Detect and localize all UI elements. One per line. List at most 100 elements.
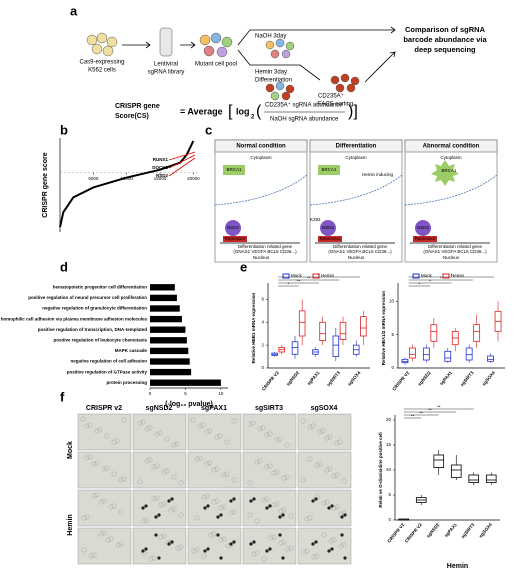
label: CD235A⁺ sgRNA abundance — [265, 102, 343, 109]
bracket: )] — [348, 103, 358, 120]
micrograph — [132, 413, 187, 451]
stained-cell — [154, 515, 158, 519]
panel-label: a — [70, 3, 78, 18]
bar — [150, 294, 177, 302]
cell — [101, 498, 107, 504]
cell — [194, 456, 200, 462]
x-tick-label: sgNSD2 — [285, 370, 300, 387]
cell — [320, 428, 326, 434]
x-tick-label: 15000 — [154, 176, 167, 181]
cell — [214, 466, 220, 472]
cell — [168, 507, 174, 513]
cell — [164, 468, 170, 474]
label: (GNAS1 VEGFA BCL6 CD36...) — [233, 249, 297, 254]
legend-swatch — [312, 273, 320, 279]
label: FACS sorting — [318, 102, 353, 108]
cell — [331, 473, 337, 479]
cell — [98, 531, 104, 537]
stained-cell — [343, 513, 347, 517]
label: BRCA1 — [441, 168, 457, 173]
cell — [218, 537, 224, 543]
column-header: sgNSD2 — [146, 405, 173, 412]
cell — [264, 432, 270, 438]
legend-label: Hemin — [321, 273, 335, 278]
gene-pointer — [168, 157, 196, 177]
gene-label: DOCK1 — [152, 165, 168, 170]
cell — [178, 480, 184, 486]
stained-cell — [268, 547, 272, 551]
cell — [278, 508, 284, 514]
stained-cell — [343, 556, 347, 560]
stained-cell — [157, 556, 161, 560]
y-axis-label: Relati ve O-dianisidine positive cell — [378, 432, 383, 507]
cell — [214, 498, 220, 504]
stained-cell — [314, 540, 318, 544]
stained-cell — [311, 542, 315, 546]
legend-label: Mock — [421, 273, 433, 278]
stained-cell — [170, 497, 174, 501]
panel-f-images: CRISPR v2 sgNSD2 sgPAX1 sgSIRT3 sgSOX4 Mock He… — [67, 405, 352, 565]
label: K292 — [310, 217, 321, 222]
cell — [201, 553, 207, 559]
label: Mutant cell pool — [195, 62, 237, 68]
sig-label: * — [318, 273, 320, 278]
cell — [194, 515, 200, 521]
cell — [178, 544, 184, 550]
cell — [327, 466, 333, 472]
cell — [281, 539, 287, 545]
cell — [301, 549, 307, 555]
brca1 — [223, 165, 245, 175]
stained-cell — [265, 506, 269, 510]
x-tick-label: CRISPR V2 — [391, 370, 410, 392]
x-axis-label: (-log₁₀ pvalue) — [165, 401, 213, 408]
panel-c: Normal condition Cytoplasm Nucleus BRCA1 NSD… — [214, 139, 498, 263]
x-tick-label: sgSOX4 — [481, 370, 496, 387]
stained-cell — [249, 542, 253, 546]
label: Differentiation related gene — [238, 244, 292, 249]
label: NaOH sgRNA abundance — [270, 117, 339, 123]
cell — [171, 506, 177, 512]
category-label: negative regulation of cell adhesion — [70, 359, 147, 364]
label: NaOH 3day — [255, 34, 286, 40]
label: Differentiation related gene — [428, 244, 482, 249]
stained-cell — [330, 547, 334, 551]
nucleus — [309, 174, 403, 206]
panel-label: b — [60, 122, 68, 137]
stained-cell — [327, 506, 331, 510]
cell — [314, 553, 320, 559]
label: BRCA1 — [321, 167, 337, 172]
panel-a-text: Cas9-expressing K562 cells Lentiviral sg… — [79, 25, 487, 123]
y-tick-label: 15 — [386, 442, 392, 447]
category-label: MAPK cascade — [115, 348, 148, 353]
box — [444, 350, 452, 362]
micrograph — [242, 527, 297, 565]
cell — [204, 461, 210, 467]
stained-cell — [311, 499, 315, 503]
stained-cell — [141, 549, 145, 553]
cell — [147, 425, 153, 431]
stained-cell — [314, 497, 318, 501]
cell — [98, 499, 104, 505]
stained-cell — [340, 515, 344, 519]
cell — [164, 436, 170, 442]
charts: 5000 10 0 0 0 15000 20000 CRISPR gene score RUNX… — [1, 138, 505, 570]
label: log — [236, 106, 250, 116]
cell — [190, 417, 196, 423]
cell — [337, 439, 343, 445]
cell — [171, 474, 177, 480]
label: NSD2 — [322, 225, 335, 230]
bar — [150, 337, 187, 344]
y-tick-label: 10 — [389, 299, 395, 304]
cell — [321, 532, 327, 538]
cell — [111, 503, 117, 509]
micrograph — [77, 451, 132, 489]
cell — [207, 428, 213, 434]
label: Nucleus — [348, 255, 365, 260]
cell — [148, 556, 154, 562]
cell — [144, 458, 150, 464]
cell — [251, 551, 257, 557]
stained-cell — [154, 533, 158, 537]
cell — [94, 460, 100, 466]
category-label: positive regulation of neural precursor … — [28, 295, 147, 300]
cell — [214, 434, 220, 440]
